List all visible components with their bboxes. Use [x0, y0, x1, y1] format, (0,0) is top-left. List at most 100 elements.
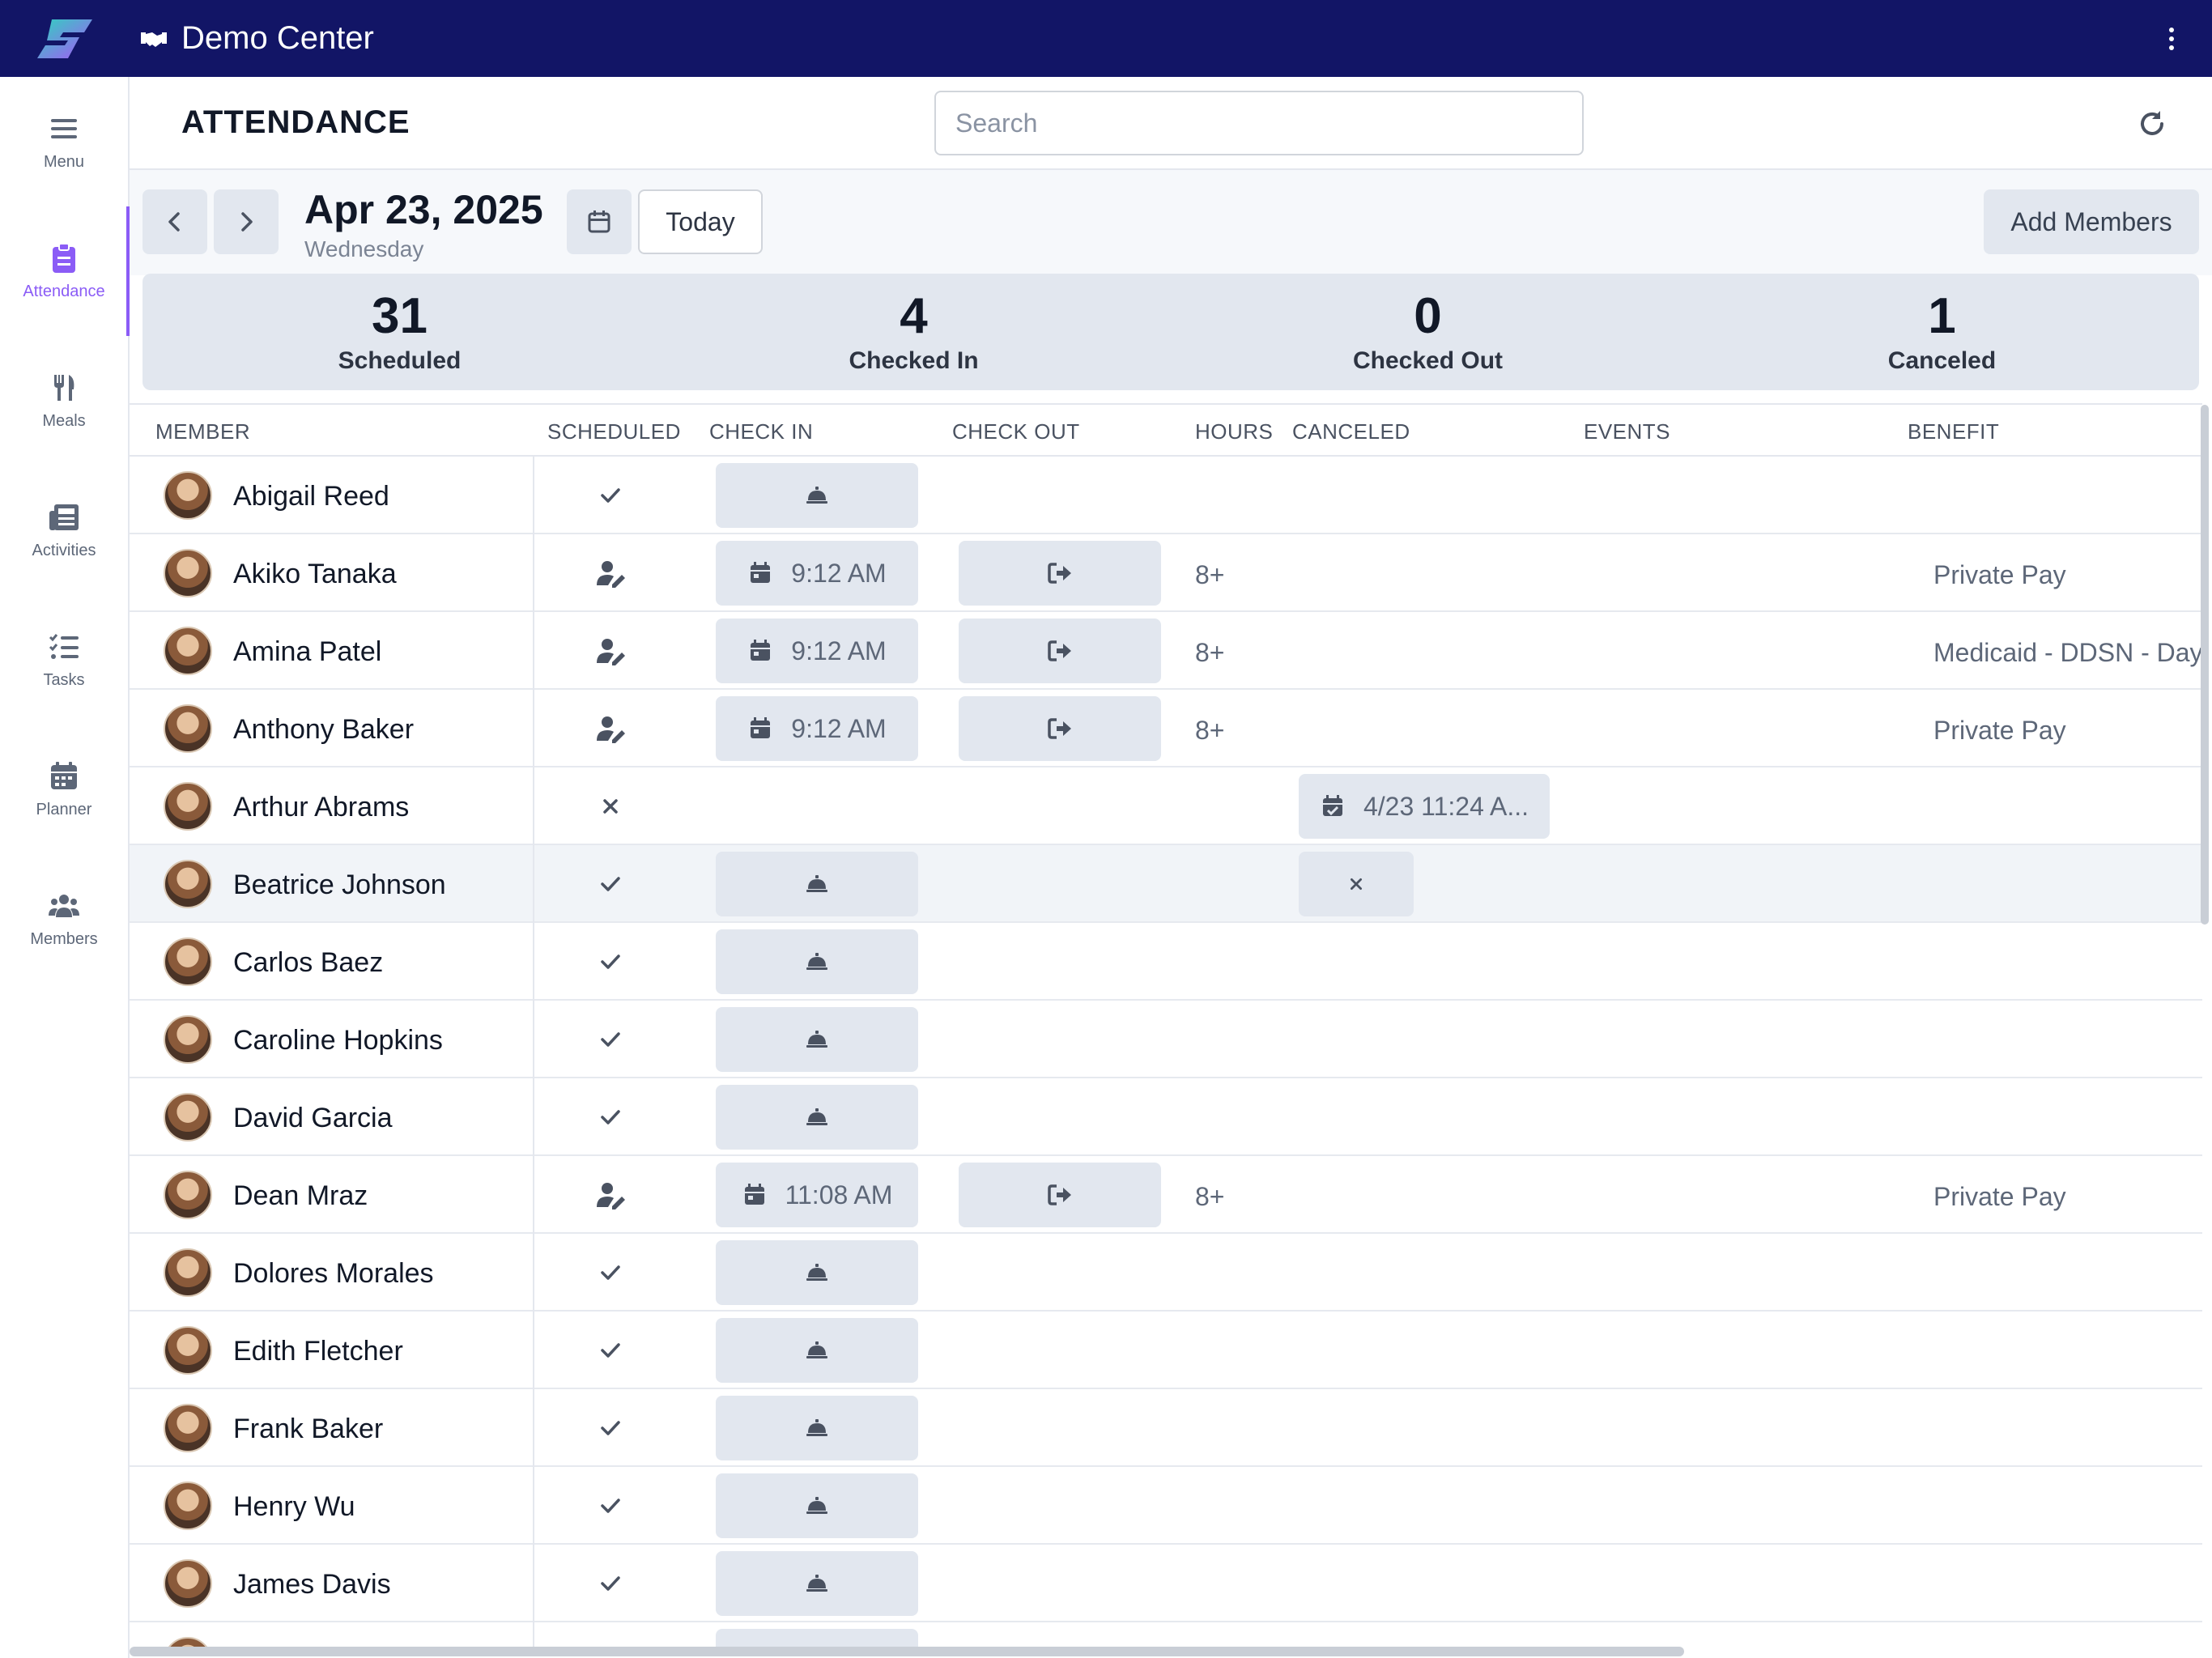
member-name[interactable]: Beatrice Johnson	[233, 869, 446, 900]
vertical-scrollbar[interactable]	[2201, 405, 2209, 925]
table-row[interactable]: Arthur Abrams 4/23 11:24 A...	[130, 767, 2202, 845]
member-name[interactable]: Dean Mraz	[233, 1180, 368, 1211]
column-events[interactable]: EVENTS	[1584, 419, 1671, 444]
avatar[interactable]	[164, 1015, 212, 1064]
avatar[interactable]	[164, 627, 212, 675]
avatar[interactable]	[164, 1171, 212, 1219]
next-day-button[interactable]	[214, 189, 279, 254]
canceled-time-button[interactable]: 4/23 11:24 A...	[1299, 774, 1550, 839]
refresh-icon[interactable]	[2136, 108, 2168, 140]
check-in-button[interactable]	[716, 1551, 918, 1616]
member-name[interactable]: David Garcia	[233, 1103, 393, 1133]
scheduled-status[interactable]	[594, 479, 627, 512]
check-in-time-button[interactable]: 9:12 AM	[716, 541, 918, 606]
member-name[interactable]: Anthony Baker	[233, 714, 415, 745]
add-members-button[interactable]: Add Members	[1984, 189, 2199, 254]
avatar[interactable]	[164, 1093, 212, 1141]
scheduled-status[interactable]	[594, 1179, 627, 1211]
scheduled-status[interactable]	[594, 790, 627, 823]
avatar[interactable]	[164, 704, 212, 753]
scheduled-status[interactable]	[594, 1567, 627, 1600]
check-in-button[interactable]	[716, 1629, 918, 1647]
scheduled-status[interactable]	[594, 1101, 627, 1133]
column-check-in[interactable]: CHECK IN	[709, 419, 814, 444]
sidebar-item-menu[interactable]: Menu	[0, 77, 128, 206]
scheduled-status[interactable]	[594, 1023, 627, 1056]
table-row[interactable]: Amina Patel 9:12 AM 8+ Medicaid - DDSN - Da…	[130, 612, 2202, 690]
today-button[interactable]: Today	[638, 189, 763, 254]
avatar[interactable]	[164, 1482, 212, 1530]
avatar[interactable]	[164, 1404, 212, 1452]
avatar[interactable]	[164, 1326, 212, 1375]
column-benefit[interactable]: BENEFIT	[1908, 419, 2000, 444]
sidebar-item-meals[interactable]: Meals	[0, 336, 128, 466]
member-name[interactable]: Amina Patel	[233, 636, 382, 667]
check-in-time-button[interactable]: 11:08 AM	[716, 1163, 918, 1227]
table-row[interactable]: Frank Baker	[130, 1389, 2202, 1467]
more-options-icon[interactable]	[2163, 24, 2180, 53]
member-name[interactable]: Frank Baker	[233, 1414, 384, 1444]
check-out-button[interactable]	[959, 541, 1161, 606]
sidebar-item-activities[interactable]: Activities	[0, 466, 128, 595]
avatar[interactable]	[164, 937, 212, 986]
check-in-button[interactable]	[716, 1240, 918, 1305]
sidebar-item-tasks[interactable]: Tasks	[0, 595, 128, 725]
table-row[interactable]: Dolores Morales	[130, 1234, 2202, 1312]
check-in-button[interactable]	[716, 1473, 918, 1538]
member-name[interactable]: Henry Wu	[233, 1491, 355, 1522]
scheduled-status[interactable]	[594, 1334, 627, 1367]
scheduled-status[interactable]	[594, 712, 627, 745]
stat-scheduled[interactable]: 31 Scheduled	[143, 274, 657, 390]
member-name[interactable]: Akiko Tanaka	[233, 559, 397, 589]
table-row[interactable]: Carlos Baez	[130, 923, 2202, 1001]
check-in-button[interactable]	[716, 463, 918, 528]
scheduled-status[interactable]	[594, 1490, 627, 1522]
table-row[interactable]: James Davis	[130, 1545, 2202, 1622]
previous-day-button[interactable]	[143, 189, 207, 254]
stat-checked-in[interactable]: 4 Checked In	[657, 274, 1171, 390]
app-logo-icon[interactable]	[36, 18, 94, 60]
column-check-out[interactable]: CHECK OUT	[952, 419, 1080, 444]
stat-checked-out[interactable]: 0 Checked Out	[1171, 274, 1685, 390]
check-out-button[interactable]	[959, 696, 1161, 761]
check-out-button[interactable]	[959, 1163, 1161, 1227]
avatar[interactable]	[164, 549, 212, 597]
member-name[interactable]: Caroline Hopkins	[233, 1025, 443, 1056]
check-in-button[interactable]	[716, 1085, 918, 1150]
check-in-button[interactable]	[716, 1007, 918, 1072]
table-row[interactable]: Dean Mraz 11:08 AM 8+ Private Pay	[130, 1156, 2202, 1234]
center-name[interactable]: Demo Center	[139, 0, 374, 77]
scheduled-status[interactable]	[594, 868, 627, 900]
sidebar-item-members[interactable]: Members	[0, 854, 128, 984]
stat-canceled[interactable]: 1 Canceled	[1685, 274, 2199, 390]
search-input[interactable]	[934, 91, 1584, 155]
scheduled-status[interactable]	[594, 946, 627, 978]
check-in-button[interactable]	[716, 929, 918, 994]
table-row[interactable]	[130, 1622, 2202, 1647]
horizontal-scrollbar[interactable]	[130, 1647, 1684, 1656]
member-name[interactable]: Abigail Reed	[233, 481, 389, 512]
avatar[interactable]	[164, 1248, 212, 1297]
avatar[interactable]	[164, 782, 212, 831]
check-in-button[interactable]	[716, 1318, 918, 1383]
column-member[interactable]: MEMBER	[155, 419, 251, 444]
member-name[interactable]: Dolores Morales	[233, 1258, 434, 1289]
scheduled-status[interactable]	[594, 557, 627, 589]
avatar[interactable]	[164, 1637, 212, 1647]
cancel-button[interactable]	[1299, 852, 1414, 916]
check-out-button[interactable]	[959, 619, 1161, 683]
column-hours[interactable]: HOURS	[1195, 419, 1274, 444]
avatar[interactable]	[164, 860, 212, 908]
member-name[interactable]: Carlos Baez	[233, 947, 384, 978]
check-in-time-button[interactable]: 9:12 AM	[716, 696, 918, 761]
table-row[interactable]: Edith Fletcher	[130, 1312, 2202, 1389]
column-canceled[interactable]: CANCELED	[1292, 419, 1410, 444]
member-name[interactable]: Arthur Abrams	[233, 792, 410, 823]
table-row[interactable]: Akiko Tanaka 9:12 AM 8+ Private Pay	[130, 534, 2202, 612]
table-row[interactable]: Henry Wu	[130, 1467, 2202, 1545]
check-in-button[interactable]	[716, 852, 918, 916]
calendar-picker-button[interactable]	[567, 189, 632, 254]
check-in-time-button[interactable]: 9:12 AM	[716, 619, 918, 683]
member-name[interactable]: Edith Fletcher	[233, 1336, 403, 1367]
table-row[interactable]: Anthony Baker 9:12 AM 8+ Private Pay	[130, 690, 2202, 767]
